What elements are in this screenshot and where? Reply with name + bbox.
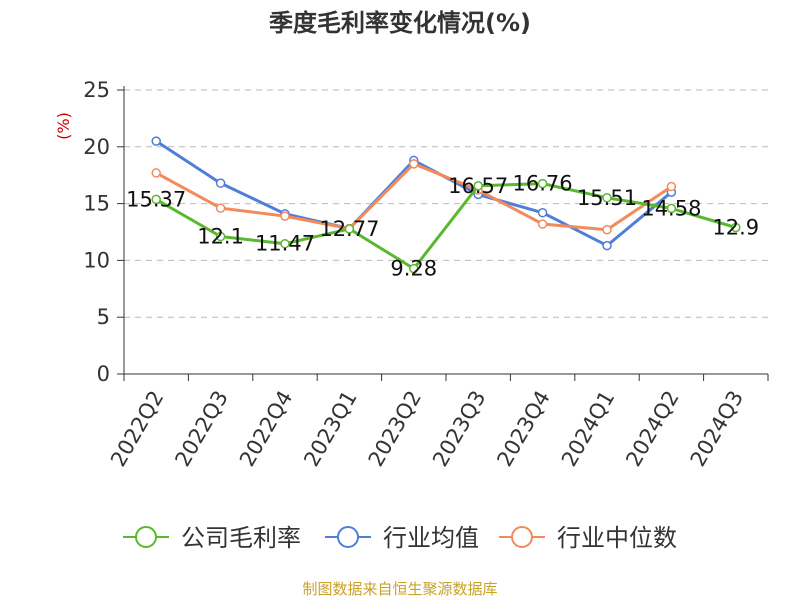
y-axis-unit: (%) [54,112,73,140]
x-tick-label: 2024Q2 [621,387,683,471]
legend-marker [135,526,157,548]
data-point [666,203,677,214]
y-ticks: 0 5 10 15 20 25 [83,78,124,386]
y-tick-label: 0 [97,362,110,386]
data-label: 15.37 [126,187,186,211]
data-label: 15.51 [577,186,637,210]
x-tick-label: 2023Q3 [428,387,490,471]
data-point [537,219,548,229]
data-point [215,178,226,188]
data-point [602,224,612,235]
legend-label: 行业中位数 [557,524,677,552]
data-label: 9.28 [390,257,437,281]
data-point [280,211,290,221]
data-point [602,240,612,251]
legend-item[interactable]: 行业中位数 [499,524,677,552]
source-note: 制图数据来自恒生聚源数据库 [302,580,497,598]
data-point [280,238,290,249]
data-point [215,231,226,242]
data-label: 16.57 [448,174,508,198]
data-label: 12.77 [319,217,379,241]
data-point [215,203,226,213]
x-tick-label: 2022Q3 [170,387,232,471]
x-tick-label: 2022Q2 [106,387,168,471]
x-tick-label: 2023Q2 [364,387,426,471]
data-label: 12.9 [712,215,759,239]
data-point [666,181,677,192]
data-point [409,159,419,169]
x-tick-label: 2024Q1 [557,387,619,471]
data-point [537,178,548,189]
series-line [155,182,737,271]
data-point [151,168,161,178]
data-point [151,194,161,205]
chart-title: 季度毛利率变化情况(%) [269,9,531,37]
x-ticks: 2022Q2 2022Q3 2022Q4 2023Q1 2023Q2 2023Q3 2023… [106,374,769,471]
data-label: 12.1 [197,225,244,249]
data-point [151,136,161,146]
data-point [602,193,612,203]
grid [124,89,768,318]
legend-item[interactable]: 行业均值 [325,524,479,552]
data-point [344,224,355,234]
x-tick-label: 2024Q3 [686,387,748,471]
legend-label: 公司毛利率 [181,524,301,552]
legend-marker [511,526,533,548]
data-point [409,263,419,274]
y-tick-label: 10 [83,248,110,272]
data-point [473,181,483,191]
y-tick-label: 20 [83,135,110,159]
legend-marker [337,526,359,548]
legend-label: 行业均值 [383,524,479,552]
data-point [537,207,548,218]
series-group [151,136,741,274]
data-label: 14.58 [641,196,701,220]
y-tick-label: 15 [83,192,110,216]
legend-item[interactable]: 公司毛利率 [123,524,301,552]
y-tick-label: 25 [83,78,110,102]
y-tick-label: 5 [97,305,110,329]
x-tick-label: 2023Q4 [492,387,554,471]
x-tick-label: 2022Q4 [235,387,297,471]
data-label: 11.47 [255,232,315,256]
legend[interactable]: 公司毛利率 行业均值 行业中位数 [123,524,677,552]
data-point [731,222,741,233]
data-label: 16.76 [513,172,573,196]
x-tick-label: 2023Q1 [299,387,361,471]
